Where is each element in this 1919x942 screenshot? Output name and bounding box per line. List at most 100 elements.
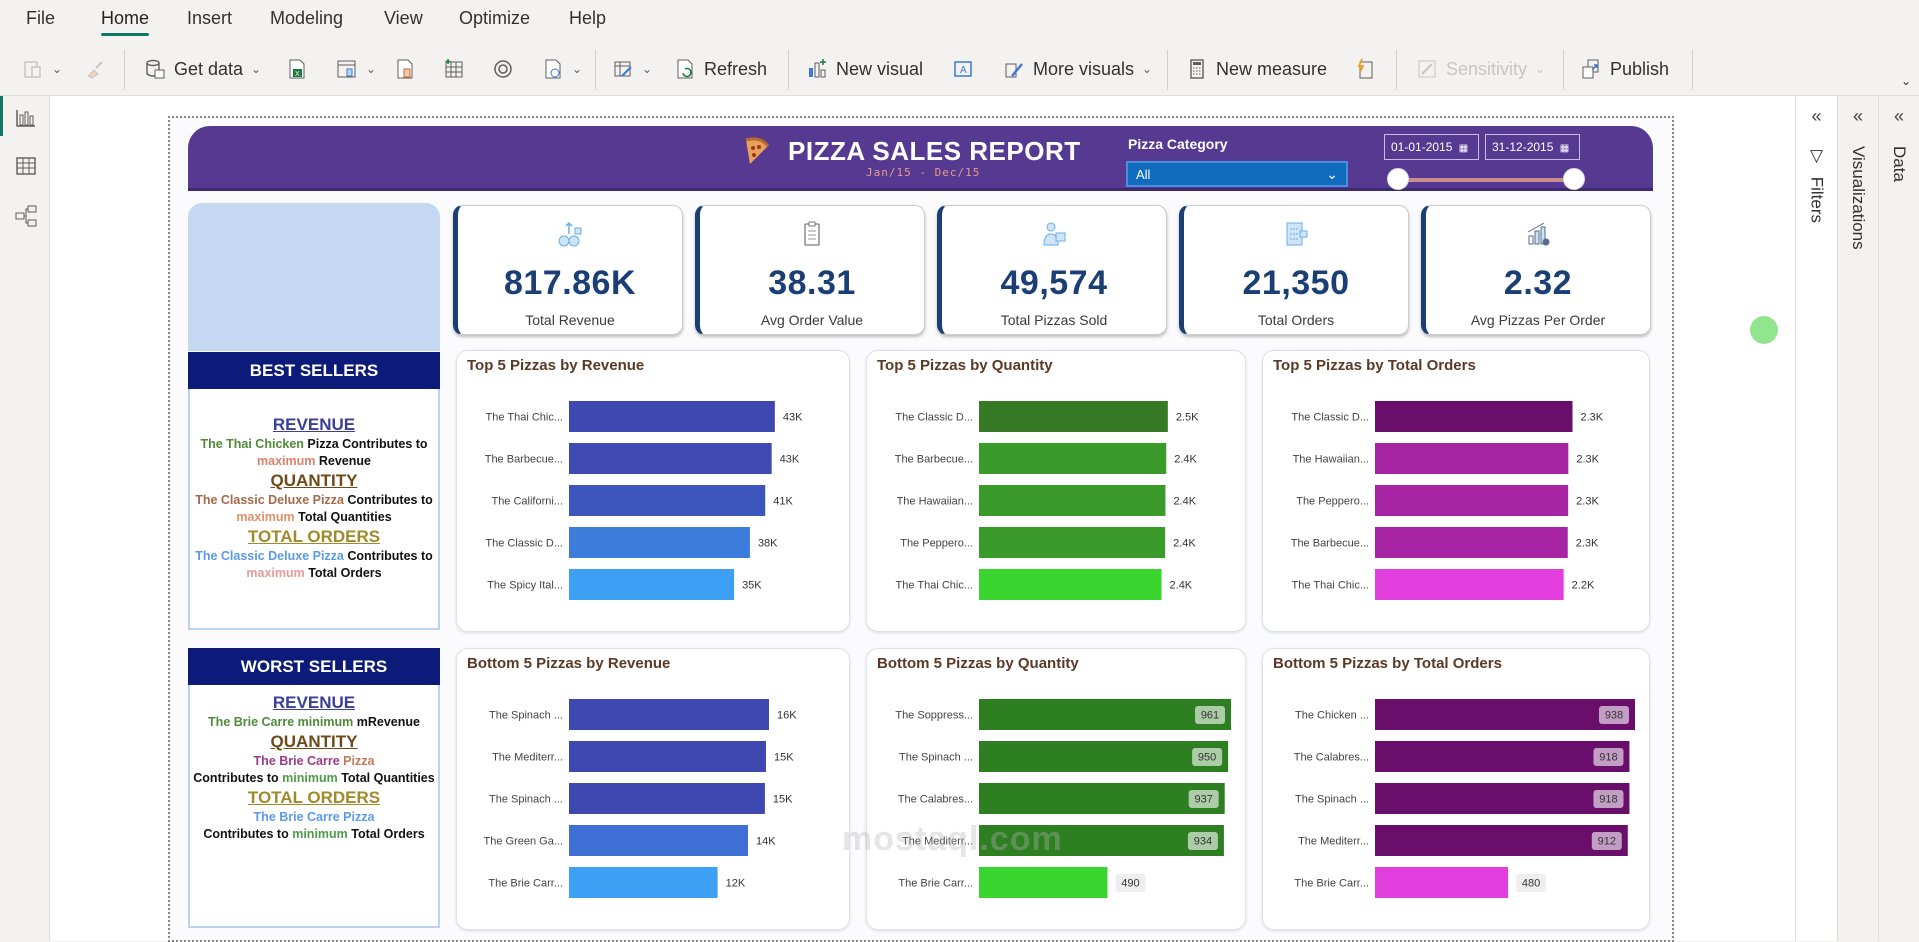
transform-data-button[interactable]: ⌄ [612,54,652,84]
bar[interactable] [979,783,1225,814]
kpi-card-avg-pizzas-per-order[interactable]: 2.32 Avg Pizzas Per Order [1421,205,1651,335]
datahub-button[interactable]: ⌄ [336,54,376,84]
menu-home[interactable]: Home [101,8,150,36]
best-quantity-text: The Classic Deluxe Pizza Contributes to … [195,493,433,524]
chart-top5-quantity[interactable]: Top 5 Pizzas by Quantity The Classic D..… [866,350,1246,632]
category-label: The Mediterr... [492,752,563,764]
bar[interactable] [979,699,1231,730]
date-slider-end-handle[interactable] [1563,168,1585,190]
bar[interactable] [569,867,718,898]
chart-bottom5-revenue[interactable]: Bottom 5 Pizzas by Revenue The Spinach .… [456,648,850,930]
kpi-card-avg-order-value[interactable]: 38.31 Avg Order Value [695,205,925,335]
bar[interactable] [569,825,748,856]
end-date-input[interactable]: 31-12-2015 ▦ [1485,134,1580,160]
refresh-button[interactable]: Refresh [674,54,767,84]
kpi-card-total-pizzas-sold[interactable]: 49,574 Total Pizzas Sold [937,205,1167,335]
bar[interactable] [569,443,772,474]
visualizations-pane[interactable]: « Visualizations [1837,96,1878,941]
bar[interactable] [1375,867,1509,898]
bar[interactable] [979,867,1108,898]
data-label: 938 [1605,710,1623,722]
bar[interactable] [979,741,1229,772]
pizza-category-dropdown[interactable]: All ⌄ [1126,161,1348,187]
data-label: 35K [742,580,762,592]
report-view-icon[interactable] [14,106,38,130]
bar[interactable] [1375,569,1564,600]
bar[interactable] [979,825,1224,856]
data-pane[interactable]: « Data [1878,96,1919,941]
text-box-button[interactable]: A [952,54,974,84]
recent-sources-button[interactable]: ⌄ [542,54,582,84]
expand-visualizations-chevron-icon[interactable]: « [1852,106,1864,126]
pizza-category-value: All [1136,167,1151,182]
bar[interactable] [569,527,750,558]
paste-button[interactable]: ⌄ [22,54,62,84]
svg-text:X: X [295,71,300,78]
chart-bottom5-quantity[interactable]: Bottom 5 Pizzas by Quantity The Soppress… [866,648,1246,930]
model-view-icon[interactable] [14,204,38,228]
bar[interactable] [1375,443,1569,474]
category-label: The Thai Chic... [1292,580,1369,592]
get-data-button[interactable]: Get data ⌄ [144,54,261,84]
date-range-slider-track[interactable] [1398,178,1574,182]
date-slider-start-handle[interactable] [1387,168,1409,190]
worst-revenue-heading: REVENUE [272,693,356,712]
kpi-card-total-orders[interactable]: 21,350 Total Orders [1179,205,1409,335]
menu-view[interactable]: View [384,8,423,28]
bar[interactable] [979,527,1166,558]
bar[interactable] [569,699,769,730]
sensitivity-button[interactable]: Sensitivity ⌄ [1416,54,1545,84]
bar[interactable] [979,485,1166,516]
menu-file[interactable]: File [26,8,56,28]
data-label: 14K [756,836,776,848]
category-label: The Peppero... [900,538,973,550]
new-visual-button[interactable]: New visual [806,54,923,84]
bar[interactable] [1375,401,1573,432]
transform-data-icon [614,61,632,77]
expand-data-chevron-icon[interactable]: « [1893,106,1905,126]
bar[interactable] [1375,699,1635,730]
ribbon-expand-chevron-icon[interactable]: ⌄ [1900,74,1911,88]
menu-modeling[interactable]: Modeling [270,8,344,28]
expand-filters-chevron-icon[interactable]: « [1811,106,1822,126]
bar[interactable] [1375,485,1569,516]
bar[interactable] [569,783,765,814]
category-label: The Green Ga... [484,836,563,848]
format-painter-button[interactable] [84,54,106,84]
bar[interactable] [1375,527,1568,558]
bar[interactable] [1375,825,1628,856]
chart-bottom5-orders[interactable]: Bottom 5 Pizzas by Total Orders The Chic… [1262,648,1650,930]
bar[interactable] [569,485,766,516]
bar[interactable] [979,401,1168,432]
bar[interactable] [1375,783,1630,814]
bar[interactable] [979,443,1167,474]
bar[interactable] [569,401,775,432]
bar[interactable] [1375,741,1630,772]
bar[interactable] [569,741,766,772]
chart-top5-orders[interactable]: Top 5 Pizzas by Total Orders The Classic… [1262,350,1650,632]
menu-help[interactable]: Help [569,8,607,28]
start-date-input[interactable]: 01-01-2015 ▦ [1384,134,1479,160]
dataverse-button[interactable] [492,54,514,84]
kpi-card-total-revenue[interactable]: 817.86K Total Revenue [453,205,683,335]
data-label: 43K [780,454,800,466]
excel-button[interactable]: X [286,54,308,84]
more-visuals-button[interactable]: More visuals ⌄ [1003,54,1152,84]
sql-server-button[interactable] [394,54,416,84]
bar[interactable] [979,569,1162,600]
kpi-label: Total Revenue [525,312,615,328]
chart-top5-revenue[interactable]: Top 5 Pizzas by Revenue The Thai Chic...… [456,350,850,632]
enter-data-button[interactable] [443,54,465,84]
kpi-label: Total Pizzas Sold [1000,312,1108,328]
filters-pane[interactable]: « ▽ Filters [1795,96,1837,941]
menu-optimize[interactable]: Optimize [459,8,531,28]
publish-button[interactable]: Publish [1580,54,1669,84]
quick-measure-button[interactable] [1354,54,1376,84]
bar-chart-svg: The Chicken ... 938 The Calabres... 918 The … [1294,699,1635,898]
bar-chart-svg: The Classic D... 2.3K The Hawaiian... 2.3K T… [1291,401,1604,600]
bar[interactable] [569,569,735,600]
table-view-icon[interactable] [14,154,38,178]
new-measure-button[interactable]: New measure [1186,54,1327,84]
menu-insert[interactable]: Insert [187,8,233,28]
data-label: 950 [1198,752,1216,764]
